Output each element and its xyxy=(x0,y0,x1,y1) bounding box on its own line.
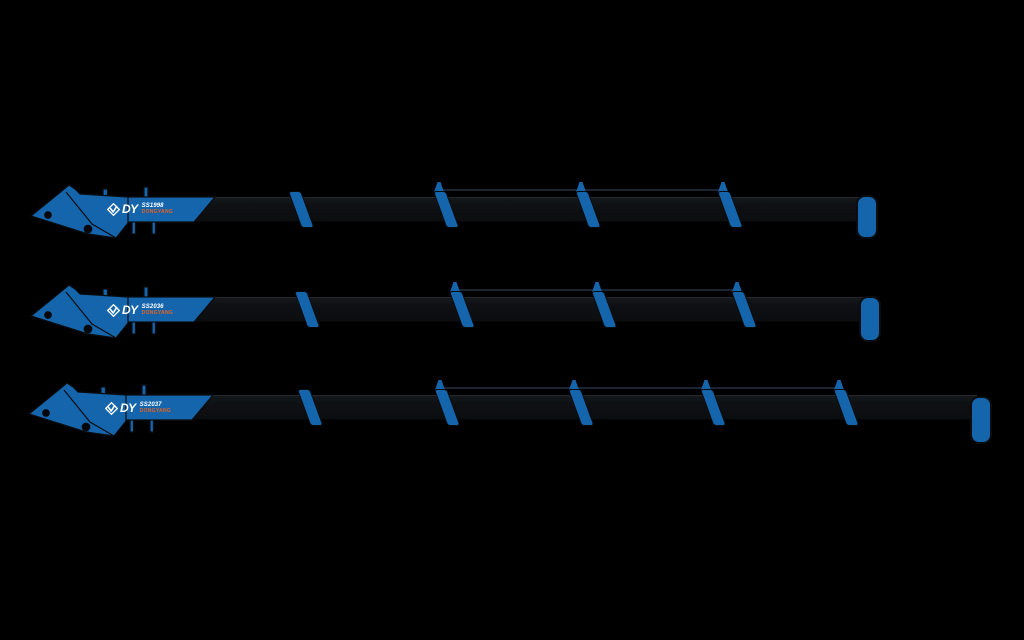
brand-company: DONGYANG xyxy=(139,408,172,414)
bracket-pin xyxy=(718,182,728,192)
brand-short: DY xyxy=(120,401,136,415)
bracket-pin xyxy=(732,282,742,292)
brand-short: DY xyxy=(122,202,138,216)
bracket-pin xyxy=(569,380,579,390)
tension-cable xyxy=(441,387,843,389)
dy-logo-icon xyxy=(105,402,118,415)
bracket-pin xyxy=(701,380,711,390)
boom-end-cap xyxy=(859,296,881,342)
boom-end-cap xyxy=(970,396,992,444)
bracket-pin xyxy=(435,380,445,390)
bracket-pin xyxy=(576,182,586,192)
brand-logo: DY SS2036 DONGYANG xyxy=(107,300,173,320)
model-number: SS2037 xyxy=(139,402,162,408)
boom-end-cap xyxy=(856,195,878,239)
bracket-pin xyxy=(450,282,460,292)
model-number: SS2036 xyxy=(141,304,164,310)
brand-company: DONGYANG xyxy=(141,209,174,215)
bracket-pin xyxy=(592,282,602,292)
bracket-pin xyxy=(834,380,844,390)
brand-company: DONGYANG xyxy=(141,310,174,316)
brand-logo: DY SS1998 DONGYANG xyxy=(107,199,173,219)
model-number: SS1998 xyxy=(141,203,164,209)
brand-short: DY xyxy=(122,303,138,317)
bracket-pin xyxy=(434,182,444,192)
boom-shaft xyxy=(150,197,862,222)
brand-logo: DY SS2037 DONGYANG xyxy=(105,398,171,418)
